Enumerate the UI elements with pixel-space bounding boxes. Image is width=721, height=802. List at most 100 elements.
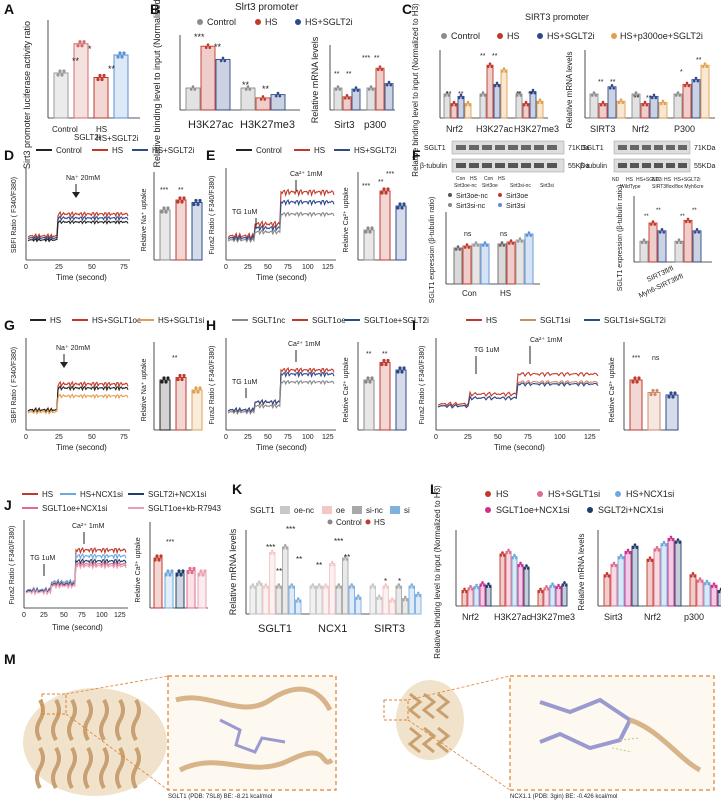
panel-c-right-bar-1-3: [658, 101, 668, 119]
panel-c-left-dot-0-3-1: [466, 100, 470, 104]
panel-f-right-bar-0-1: [648, 222, 658, 263]
panel-d-bar-ylabel: Relative Na⁺ uptake: [141, 188, 148, 251]
panel-j-dot-0-2: [157, 558, 161, 562]
panel-l-left-dot-2-0-1: [539, 587, 542, 591]
panel-a-ylabel: Sirt3 promoter luciferase activity ratio: [22, 21, 32, 169]
panel-b-left-dot-1-2-0: [274, 94, 278, 98]
panel-j-bars: [153, 554, 207, 609]
panel-f-blot2-lane-0: ND: [612, 177, 620, 183]
panel-a-dot-0-3: [62, 69, 66, 73]
panel-h-dot-1-3: [386, 358, 390, 363]
panel-l-right-bar-1-1: [653, 548, 661, 607]
panel-l-right-dot-1-1-0: [653, 549, 657, 552]
panel-b-left-dot-1-2-1: [276, 91, 280, 95]
panel-k-dot-2-7-1: [416, 591, 420, 595]
panel-a: A Sirt3 promoter luciferase activity rat…: [4, 1, 140, 169]
panel-l-right-dot-2-1-1: [698, 577, 702, 580]
panel-f-right-bar-1-1: [683, 219, 693, 263]
sglt1-protein-structure: [23, 688, 167, 796]
panel-c-legend-0: Control: [451, 31, 480, 41]
panel-m-left-caption: SGLT1 (PDB: 7SL8) BE: -8.21 kcal/mol: [168, 794, 272, 800]
panel-l-left-dot-0-2-2: [477, 586, 480, 590]
panel-l-legend-0: HS: [496, 489, 509, 499]
panel-l-right-dot-1-3-0: [667, 538, 671, 542]
panel-f-right-dot-1-0-0: [675, 241, 679, 244]
panel-h-xlabel: Time (second): [256, 443, 307, 452]
panel-b-right-dot-1-1-1: [378, 65, 382, 68]
panel-c-right-ylabel: Relative mRNA levels: [565, 52, 574, 129]
panel-j-dot-2-3: [181, 569, 185, 573]
panel-b-left-dot-0-0-0: [189, 88, 193, 91]
panel-b-right-dot-0-1-1: [345, 94, 349, 97]
panel-k-bar-2-6: [408, 585, 415, 615]
panel-l-right-dot-0-0-1: [605, 572, 609, 575]
panel-f-blot2-kda-0: 71KDa: [694, 145, 716, 152]
panel-l-legend-dot-3: [485, 507, 491, 513]
panel-k-dot-2-4-2: [399, 586, 402, 589]
panel-c-left-dot-1-0-1: [481, 91, 485, 94]
panel-l-right-bar-2-1: [696, 579, 704, 607]
panel-c-right-dot-0-2-2: [612, 87, 616, 90]
panel-c-left-dot-2-2-1: [531, 88, 535, 92]
panel-f-blot2-bands: [618, 145, 687, 168]
panel-h-dot-1-1: [382, 358, 386, 363]
ncx1-zoom-panel: [509, 675, 715, 791]
panel-f-right-bars: [639, 217, 702, 263]
panel-k-dot-0-4-0: [275, 586, 279, 589]
panel-g-dot-2-3: [198, 386, 202, 390]
panel-f-blot2-tubulin-band-5: [678, 163, 687, 168]
panel-i-xtick-1: 25: [464, 434, 472, 441]
panel-k-group-0: SGLT1: [258, 623, 292, 635]
panel-l-left-dot-1-0-1: [501, 551, 504, 554]
panel-f-legend-2: Sirt3si-nc: [456, 203, 486, 210]
panel-l-right-bar-2-4: [717, 589, 721, 607]
panel-c-right-bar-1-1: [640, 103, 650, 119]
panel-c-right-dot-0-3-1: [619, 98, 623, 101]
panel-c-right-sig-2: **: [634, 95, 640, 102]
panel-d-label: D: [4, 147, 14, 163]
panel-k-bars: [249, 544, 422, 615]
panel-l-right-dot-0-4-0: [631, 546, 635, 549]
panel-k-bar-1-2: [322, 585, 329, 615]
panel-i-dot-1-2: [653, 392, 657, 397]
panel-b-right-sig-1: **: [346, 71, 352, 78]
panel-g-bar-2: [191, 389, 203, 431]
panel-l-right-dot-0-2-0: [617, 556, 621, 560]
panel-k-dot-2-1-1: [377, 594, 381, 597]
panel-l-left-group-0: Nrf2: [462, 612, 479, 622]
panel-l-right-dot-2-2-2: [707, 582, 711, 586]
panel-b-left-bar-0-0: [185, 87, 201, 111]
panel-f-blot1-sglt1-band-2: [482, 145, 492, 150]
panel-j-traces: [25, 546, 127, 596]
panel-f-blot1-group-3: Sirt3si: [540, 183, 554, 189]
panel-c-left-dot-0-2-0: [457, 96, 461, 100]
panel-g-xtick-3: 75: [120, 434, 128, 441]
panel-k-dot-0-0-2: [253, 586, 256, 589]
panel-c-left-dot-1-3-1: [502, 67, 506, 70]
panel-c-right-bar-2-2: [691, 79, 701, 119]
panel-e-dot-2-1: [398, 202, 402, 206]
panel-k-bar-0-3: [269, 551, 276, 615]
panel-f-left-dot-0-2-1: [474, 241, 478, 244]
panel-j-xtick-3: 75: [78, 612, 86, 619]
panel-c-right-dot-2-1-0: [683, 84, 687, 88]
panel-h-dot-0-0: [364, 380, 368, 384]
panel-e-legend-2: HS+SGLT2i: [354, 146, 397, 155]
ncx1-strand-4: [421, 726, 437, 754]
ncx1-strand-1: [421, 692, 437, 720]
panel-f-left-dot-0-1-0: [463, 246, 467, 249]
panel-l-left-bar-1-2: [511, 556, 518, 607]
panel-l-right-dot-0-3-0: [624, 551, 628, 555]
panel-f-blot1-sglt1-band-7: [547, 145, 557, 150]
sglt1-zoom-line-bottom: [65, 713, 169, 791]
panel-b-legend-1: HS: [265, 17, 278, 27]
panel-l-right-dot-1-2-0: [660, 543, 664, 547]
panel-l-left-dot-0-2-1: [475, 583, 478, 587]
panel-f-blot2-lane-3: ND: [652, 177, 660, 183]
panel-c-left-bar-0-3: [464, 103, 472, 119]
ncx1-zoom-box: [383, 699, 409, 721]
panel-k-legend-title: SGLT1: [250, 506, 275, 515]
panel-j-legend-1: HS+NCX1si: [80, 490, 123, 499]
panel-f-left-bars: [453, 231, 534, 285]
panel-f-left-dot-0-1-2: [467, 246, 471, 249]
